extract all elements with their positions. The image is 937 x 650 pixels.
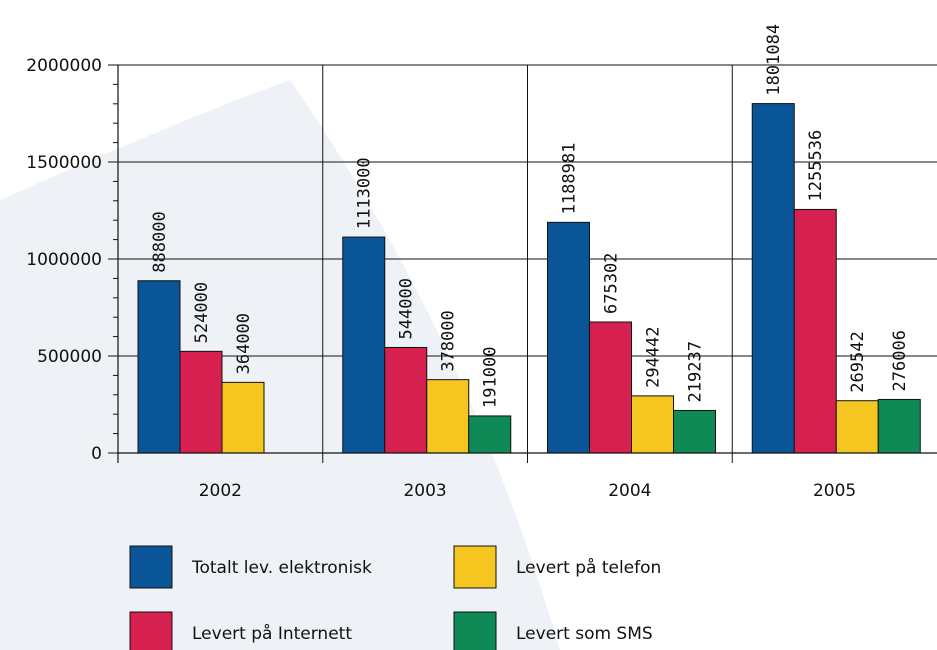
bar-2003-2 xyxy=(426,379,470,454)
data-label: 378000 xyxy=(439,310,459,371)
bar-2004-0 xyxy=(547,221,590,454)
axes: 0 500000 1000000 1500000 2000000 2002 2003 2004… xyxy=(26,56,937,501)
data-label: 524000 xyxy=(192,282,212,343)
legend-label: Levert på telefon xyxy=(516,557,661,578)
bar-2005-0 xyxy=(751,103,795,454)
bar-2002-0 xyxy=(137,280,181,454)
bar-2003-1 xyxy=(384,346,428,454)
y-tick-label: 0 xyxy=(91,444,102,464)
legend-swatch-2 xyxy=(453,545,497,589)
legend-label: Levert på Internett xyxy=(192,623,352,644)
bar-2004-2 xyxy=(631,395,674,454)
data-label: 675302 xyxy=(602,253,622,314)
legend: Totalt lev. elektronisk Levert på Interne… xyxy=(129,545,661,650)
x-tick-label: 2003 xyxy=(403,481,446,501)
data-label: 364000 xyxy=(234,313,254,374)
legend-swatch-1 xyxy=(129,611,173,650)
data-label: 1255536 xyxy=(806,130,826,202)
bar-2005-3 xyxy=(877,398,921,454)
data-label: 276006 xyxy=(890,330,910,391)
bar-2004-1 xyxy=(589,321,632,454)
legend-swatch-0 xyxy=(129,545,173,589)
data-label: 219237 xyxy=(686,341,706,402)
data-labels: 888000 1113000 1188981 1801084 524000 544000 6… xyxy=(150,24,910,408)
data-label: 294442 xyxy=(644,326,664,387)
bar-2005-2 xyxy=(835,400,879,454)
data-label: 888000 xyxy=(150,211,170,272)
data-label: 1801084 xyxy=(764,24,784,96)
y-tick-label: 2000000 xyxy=(26,56,102,76)
data-label: 1188981 xyxy=(560,143,580,215)
legend-swatch-3 xyxy=(453,611,497,650)
data-label: 544000 xyxy=(397,278,417,339)
y-tick-label: 500000 xyxy=(37,347,102,367)
bar-2002-1 xyxy=(179,350,223,454)
y-tick-label: 1000000 xyxy=(26,250,102,270)
x-tick-label: 2004 xyxy=(608,481,651,501)
x-tick-label: 2005 xyxy=(813,481,856,501)
data-label: 1113000 xyxy=(355,157,375,229)
bar-2003-0 xyxy=(342,236,386,454)
bar-group xyxy=(137,103,921,454)
data-label: 191000 xyxy=(481,347,501,408)
bar-2004-3 xyxy=(673,409,716,454)
legend-label: Levert som SMS xyxy=(516,624,653,644)
bar-2002-2 xyxy=(221,381,265,454)
x-tick-label: 2002 xyxy=(199,481,242,501)
bar-2003-3 xyxy=(468,415,512,454)
background-shape xyxy=(0,80,560,650)
legend-label: Totalt lev. elektronisk xyxy=(191,558,372,578)
data-label: 269542 xyxy=(848,331,868,392)
y-tick-label: 1500000 xyxy=(26,153,102,173)
bar-2005-1 xyxy=(793,208,837,454)
